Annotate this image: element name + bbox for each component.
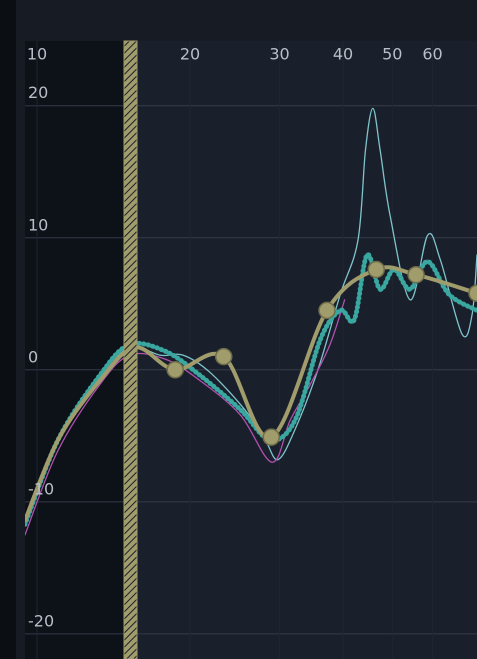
y-tick-label: 10 — [28, 215, 48, 234]
eq-node[interactable] — [468, 284, 477, 302]
x-tick-label: 40 — [333, 45, 353, 64]
x-tick-label: 60 — [422, 45, 442, 64]
x-tick-label: 50 — [382, 45, 402, 64]
eq-node[interactable] — [166, 361, 184, 379]
y-tick-label: -10 — [28, 479, 54, 498]
eq-node[interactable] — [262, 428, 281, 446]
y-tick-label: 20 — [28, 83, 48, 102]
side-strip — [0, 0, 16, 659]
eq-node[interactable] — [367, 260, 385, 279]
eq-node[interactable] — [407, 265, 425, 284]
response-curve — [25, 299, 346, 536]
cut-region — [25, 41, 125, 659]
x-tick-label: 20 — [180, 45, 200, 64]
x-tick-label: 10 — [27, 45, 47, 64]
y-tick-label: -20 — [28, 611, 54, 630]
eq-node[interactable] — [214, 347, 233, 366]
x-tick-label: 30 — [269, 45, 289, 64]
eq-node[interactable] — [318, 301, 336, 320]
cutoff-handle[interactable] — [123, 40, 138, 659]
y-tick-label: 0 — [28, 347, 38, 366]
